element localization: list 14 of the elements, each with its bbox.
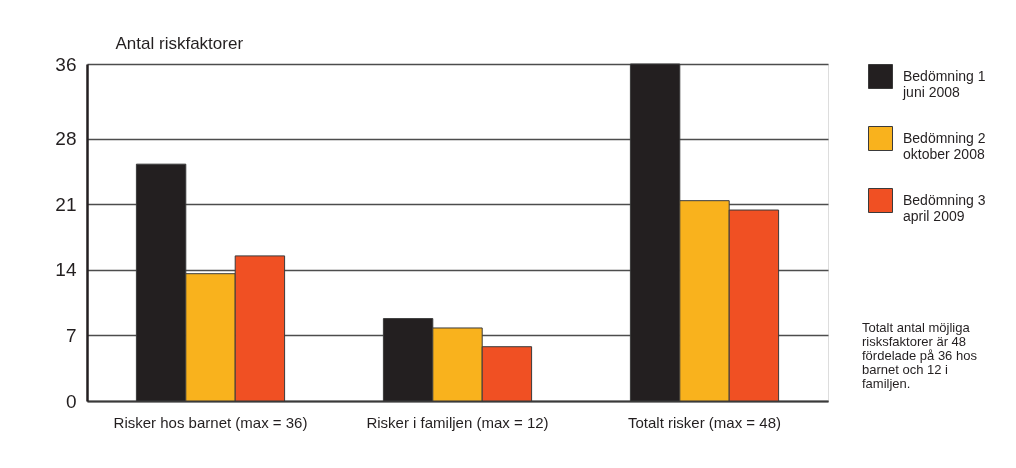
legend-label: Bedömning 3 april 2009 [903, 191, 986, 224]
y-tick-label: 7 [65, 324, 77, 346]
x-tick-label: Risker hos barnet (max = 36) [113, 413, 308, 431]
legend-label: Bedömning 2 oktober 2008 [903, 129, 986, 162]
y-tick-label: 21 [55, 193, 77, 215]
y-tick-label: 36 [55, 53, 77, 75]
y-axis-title: Antal riskfaktorer [115, 33, 244, 53]
legend-label: Bedömning 1 juni 2008 [902, 67, 986, 100]
y-tick-label: 0 [65, 390, 77, 412]
x-tick-label: Risker i familjen (max = 12) [366, 413, 549, 431]
y-tick-label: 28 [55, 128, 77, 150]
x-tick-label: Totalt risker (max = 48) [628, 413, 781, 431]
text: Totalt antal möjliga risksfaktorer är 48 fördelade på 36 hos barnet och 12 i familjen. [862, 320, 978, 391]
y-tick-label: 14 [55, 259, 77, 281]
